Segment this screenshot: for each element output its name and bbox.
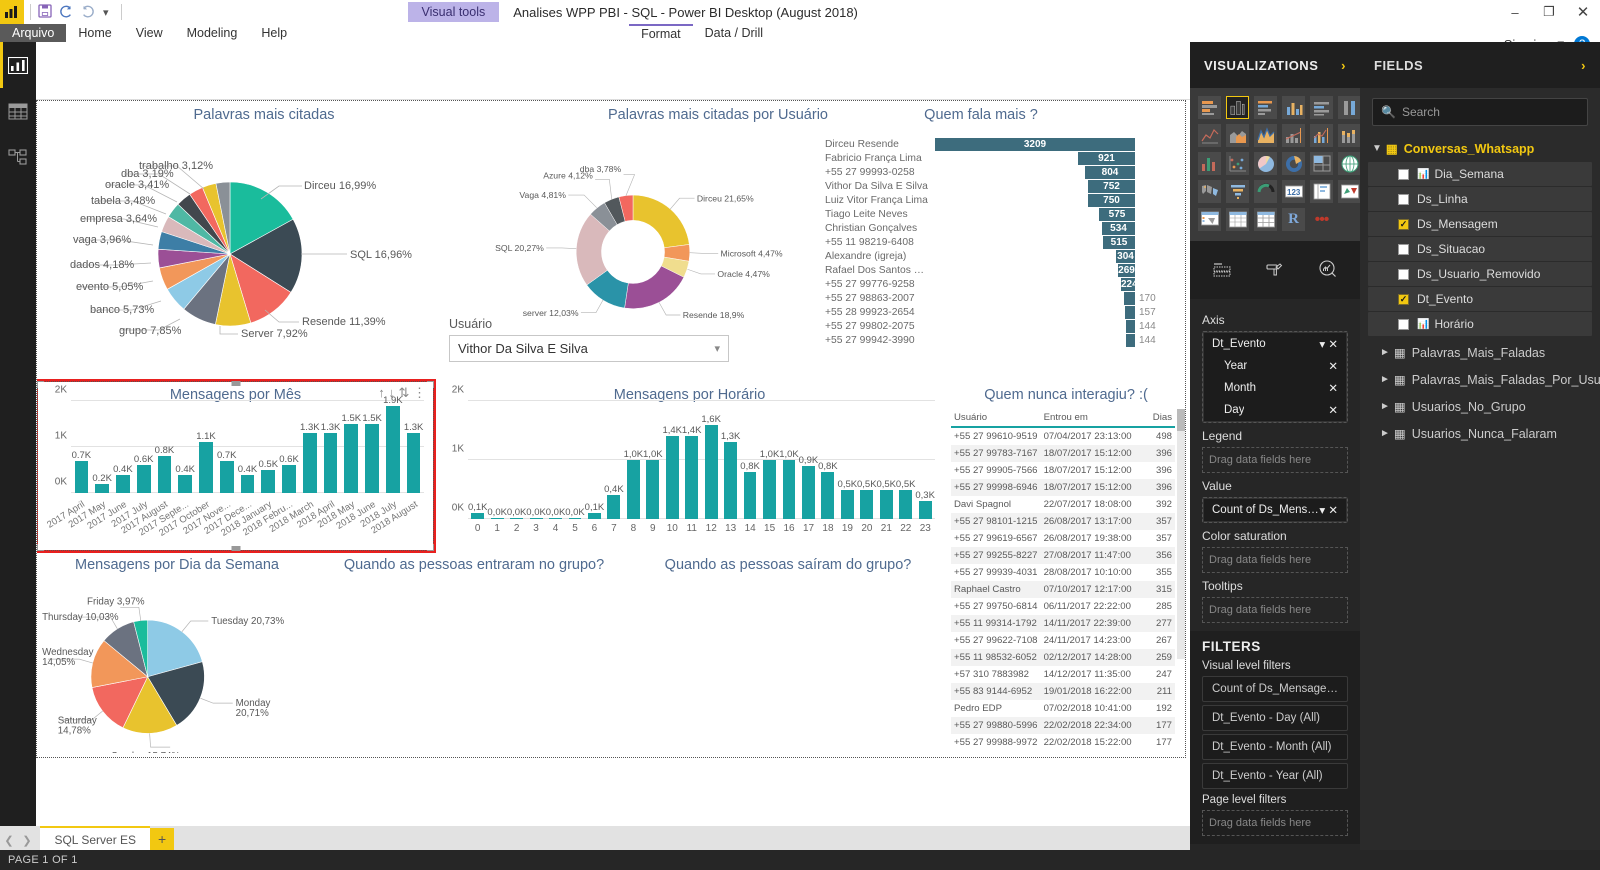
svg-text:123: 123 [1287, 188, 1301, 197]
svg-text:banco 5,73%: banco 5,73% [90, 304, 154, 316]
svg-text:20,71%: 20,71% [236, 708, 269, 719]
svg-text:dba 3,78%: dba 3,78% [580, 164, 622, 174]
svg-text:SQL 20,27%: SQL 20,27% [495, 243, 544, 253]
svg-text:SQL 16,96%: SQL 16,96% [350, 249, 412, 261]
svg-text:trabalho 3,12%: trabalho 3,12% [139, 160, 213, 172]
svg-text:14,78%: 14,78% [58, 725, 91, 736]
svg-text:Friday 3,97%: Friday 3,97% [87, 596, 145, 607]
svg-text:evento 5,05%: evento 5,05% [76, 281, 143, 293]
svg-text:Server 7,92%: Server 7,92% [241, 328, 308, 340]
svg-text:grupo 7,85%: grupo 7,85% [119, 325, 182, 337]
svg-text:Thursday 10,03%: Thursday 10,03% [42, 612, 119, 623]
svg-text:Vaga 4,81%: Vaga 4,81% [519, 190, 566, 200]
svg-text:Resende 11,39%: Resende 11,39% [302, 316, 386, 328]
svg-text:empresa 3,64%: empresa 3,64% [80, 213, 157, 225]
svg-text:Dirceu 21,65%: Dirceu 21,65% [697, 193, 754, 203]
svg-text:tabela 3,48%: tabela 3,48% [91, 195, 155, 207]
svg-text:vaga 3,96%: vaga 3,96% [73, 234, 131, 246]
svg-text:14,05%: 14,05% [42, 657, 75, 668]
svg-text:oracle 3,41%: oracle 3,41% [105, 179, 169, 191]
svg-text:Tuesday 20,73%: Tuesday 20,73% [211, 616, 284, 627]
svg-text:Sunday 15,74%: Sunday 15,74% [111, 751, 180, 753]
svg-text:Microsoft 4,47%: Microsoft 4,47% [721, 249, 783, 259]
svg-text:dados 4,18%: dados 4,18% [70, 259, 134, 271]
svg-text:Dirceu 16,99%: Dirceu 16,99% [304, 180, 376, 192]
svg-text:Oracle 4,47%: Oracle 4,47% [717, 269, 770, 279]
